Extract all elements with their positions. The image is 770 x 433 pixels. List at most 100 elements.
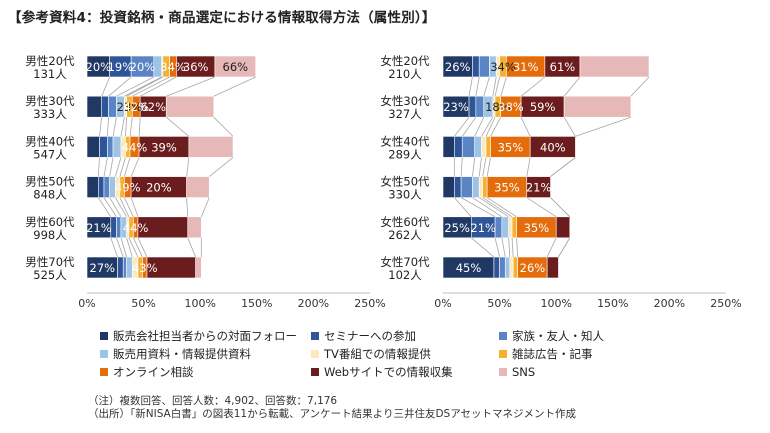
legend-swatch	[100, 368, 108, 376]
bar-segment	[442, 176, 455, 198]
page-title: 【参考資料4：投資銘柄・商品選定における情報取得方法（属性別）】	[8, 10, 436, 26]
note-line: （注）複数回答、回答人数：4,902、回答数：7,176	[88, 395, 338, 407]
series-connector	[108, 76, 132, 97]
data-label: 21%	[526, 181, 552, 195]
series-connector	[125, 117, 128, 137]
bar-segment	[472, 55, 480, 78]
bar-segment	[482, 176, 488, 198]
legend-swatch	[311, 350, 319, 358]
category-count: 327人	[388, 107, 422, 121]
series-connector	[126, 76, 164, 97]
legend-label: SNS	[512, 365, 536, 379]
series-connector	[526, 197, 557, 218]
legend-item: 家族・友人・知人	[499, 328, 659, 344]
data-label: 42%	[123, 100, 149, 114]
series-connector	[472, 157, 476, 177]
series-connector	[546, 237, 557, 258]
category-label: 男性50代	[25, 175, 75, 189]
series-connector	[186, 197, 189, 217]
category-count: 330人	[388, 188, 422, 202]
series-connector	[126, 237, 133, 258]
series-connector	[123, 157, 131, 177]
bar-segment	[529, 136, 576, 158]
legend-swatch	[311, 368, 319, 376]
series-connector	[128, 237, 139, 258]
legend-item: TV番組での情報提供	[311, 346, 499, 362]
bar-segment	[494, 216, 503, 239]
bar-segment	[511, 216, 517, 239]
series-connector	[99, 117, 103, 137]
series-connector	[101, 76, 111, 97]
series-connector	[213, 76, 256, 97]
category-label: 女性30代	[380, 94, 430, 108]
series-connector	[472, 197, 503, 218]
series-connector	[550, 157, 576, 177]
legend-label: TV番組での情報提供	[324, 347, 431, 361]
series-connector	[500, 76, 507, 97]
legend-label: 家族・友人・知人	[512, 329, 604, 343]
bar-segment	[86, 136, 100, 158]
series-connector	[563, 116, 576, 137]
series-connector	[109, 157, 114, 177]
series-connector	[558, 237, 571, 258]
series-connector	[116, 76, 154, 97]
legend-item: SNS	[499, 365, 659, 379]
series-connector	[563, 76, 581, 97]
series-connector	[114, 197, 127, 218]
data-label: 59%	[530, 100, 556, 114]
series-connector	[630, 76, 650, 97]
category-label: 女性40代	[380, 134, 430, 148]
series-connector	[454, 116, 470, 137]
series-connector	[494, 237, 500, 258]
notes: （注）複数回答、回答人数：4,902、回答数：7,176 （出所）「新NISA白…	[88, 395, 576, 421]
x-tick-label: 50%	[487, 297, 511, 310]
bar-segment	[101, 95, 109, 118]
bar-segment	[86, 95, 103, 118]
series-connector	[460, 157, 463, 177]
series-connector	[485, 117, 496, 137]
category-count: 131人	[33, 67, 67, 81]
data-label: 66%	[223, 60, 249, 74]
bar-segment	[579, 55, 650, 78]
bar-segment	[186, 176, 210, 198]
legend-item: 販売会社担当者からの対面フォロー	[100, 328, 311, 344]
legend-swatch	[311, 332, 319, 340]
series-connector	[140, 76, 177, 97]
data-label: 18%	[485, 100, 511, 114]
bar-segment	[478, 55, 490, 78]
bar-segment	[442, 136, 455, 158]
legend-row: 販売会社担当者からの対面フォロー セミナーへの参加 家族・友人・知人	[100, 327, 660, 345]
data-label: 21%	[470, 221, 496, 235]
series-connector	[137, 237, 148, 258]
data-label: 62%	[140, 100, 166, 114]
data-label: 44%	[123, 221, 149, 235]
data-label: 21%	[86, 221, 112, 235]
series-connector	[124, 76, 162, 97]
series-connector	[526, 157, 531, 177]
bar-segment	[461, 136, 475, 158]
series-connector	[481, 116, 494, 137]
data-label: 20%	[146, 181, 172, 195]
bar-segment	[99, 136, 108, 158]
bar-segment	[107, 136, 114, 158]
data-label: 35%	[524, 221, 550, 235]
legend-swatch	[100, 332, 108, 340]
series-connector	[516, 237, 519, 258]
legend-label: 販売用資料・情報提供資料	[113, 347, 251, 361]
bar-segment	[108, 95, 117, 118]
category-label: 女性20代	[380, 54, 430, 68]
series-connector	[103, 157, 108, 177]
series-connector	[460, 197, 496, 218]
data-label: 39%	[151, 140, 177, 154]
bar-segment	[122, 256, 127, 279]
data-label: 61%	[550, 60, 576, 74]
data-label: 38%	[498, 100, 524, 114]
data-label: 23%	[117, 100, 143, 114]
bar-segment	[86, 176, 99, 198]
x-tick-label: 250%	[354, 297, 385, 310]
bar-segment	[454, 176, 462, 198]
source-line: （出所）「新NISA白書」の図表11から転載、アンケート結果より三井住友DSアセ…	[88, 408, 577, 420]
legend-row: 販売用資料・情報提供資料 TV番組での情報提供 雑誌広告・記事	[100, 345, 660, 363]
bar-segment	[509, 256, 514, 279]
